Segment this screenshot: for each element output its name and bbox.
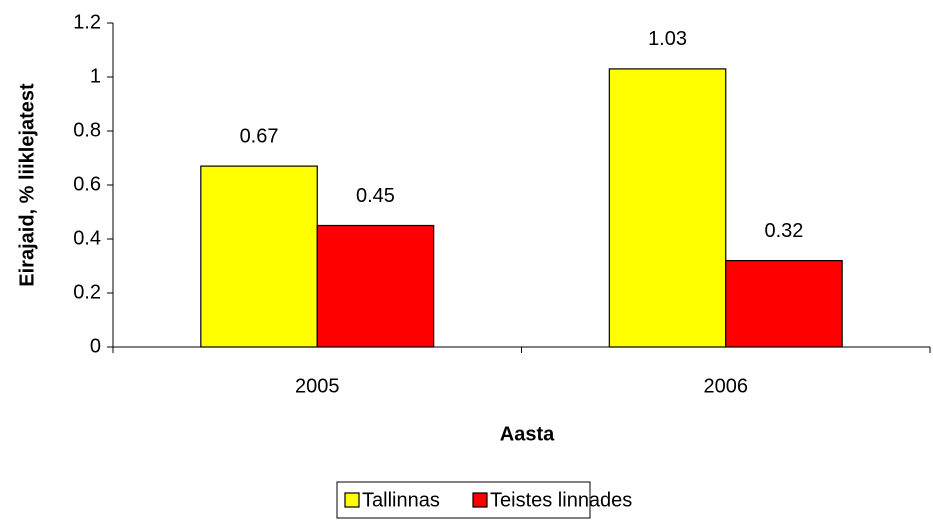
y-tick-label: 0.6 [73, 173, 101, 195]
legend-label: Teistes linnades [490, 489, 632, 511]
y-tick-label: 1.2 [73, 11, 101, 33]
x-tick-label: 2006 [704, 375, 749, 397]
bar [200, 165, 318, 348]
value-label: 0.45 [356, 185, 395, 207]
y-tick-label: 0.4 [73, 227, 101, 249]
value-label: 0.32 [764, 220, 803, 242]
y-tick-label: 0 [90, 335, 101, 357]
legend-swatch [472, 492, 488, 508]
legend-swatch [344, 492, 360, 508]
y-tick-label: 0.2 [73, 281, 101, 303]
x-tick-label: 2005 [295, 375, 340, 397]
value-label: 1.03 [648, 28, 687, 50]
value-label: 0.67 [240, 125, 279, 147]
bar [608, 68, 727, 348]
y-axis-title: Eirajaid, % liiklejatest [16, 83, 38, 287]
bar [316, 224, 435, 348]
legend-box [336, 481, 591, 519]
legend-label: Tallinnas [362, 489, 440, 511]
x-axis-title: Aasta [500, 423, 555, 445]
y-tick-label: 0.8 [73, 119, 101, 141]
y-tick-label: 1 [90, 65, 101, 87]
bar [725, 260, 843, 348]
